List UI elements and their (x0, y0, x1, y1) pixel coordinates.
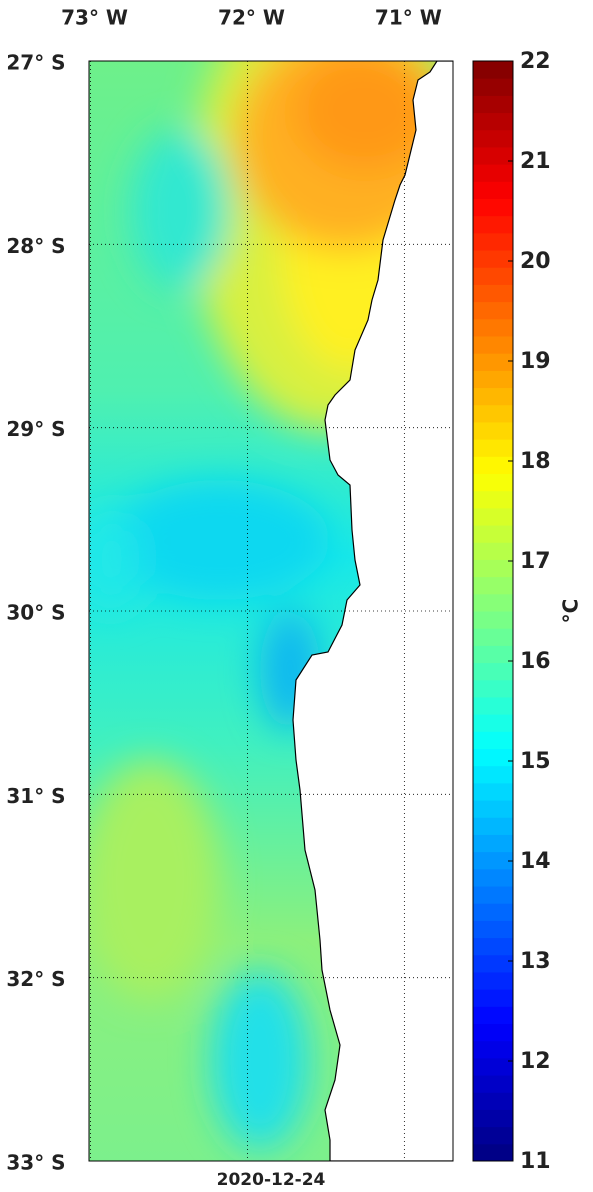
colorbar-step (473, 1006, 513, 1024)
colorbar-step (473, 336, 513, 354)
colorbar-step (473, 645, 513, 664)
colorbar-tick-label: 22 (520, 49, 551, 74)
colorbar-step (473, 920, 513, 939)
colorbar-step (473, 886, 513, 904)
colorbar-tick-label: 14 (520, 849, 551, 874)
colorbar-step (473, 456, 513, 474)
colorbar-tick-label: 20 (520, 249, 551, 274)
colorbar-step (473, 95, 513, 114)
colorbar-tick-label: 17 (520, 549, 551, 574)
colorbar-step (473, 628, 513, 646)
colorbar-step (473, 198, 513, 217)
colorbar-tick-label: 11 (520, 1149, 551, 1174)
lon-label: 72° W (218, 6, 285, 30)
colorbar-step (473, 679, 513, 698)
colorbar-step (473, 439, 513, 457)
colorbar-tick-label: 18 (520, 449, 551, 474)
colorbar-step (473, 696, 513, 715)
colorbar-step (473, 800, 513, 818)
colorbar-step (473, 817, 513, 835)
lat-label: 33° S (6, 1151, 65, 1175)
colorbar-step (473, 1126, 513, 1145)
lat-label: 30° S (6, 601, 65, 625)
colorbar-step (473, 1040, 513, 1059)
colorbar-step (473, 507, 513, 526)
colorbar-step (473, 353, 513, 371)
colorbar-step (473, 954, 513, 973)
colorbar-step (473, 1057, 513, 1076)
lat-label: 32° S (6, 967, 65, 991)
colorbar-tick-label: 13 (520, 949, 551, 974)
colorbar-step (473, 1143, 513, 1162)
colorbar-step (473, 748, 513, 767)
colorbar-step (473, 1109, 513, 1128)
colorbar-step (473, 181, 513, 199)
colorbar-step (473, 370, 513, 389)
colorbar-step (473, 765, 513, 784)
colorbar-step (473, 387, 513, 406)
colorbar-step (473, 267, 513, 285)
colorbar-tick-label: 16 (520, 649, 551, 674)
colorbar-step (473, 714, 513, 732)
colorbar-step (473, 971, 513, 990)
colorbar-step (473, 250, 513, 268)
lat-label: 31° S (6, 784, 65, 808)
colorbar-step (473, 232, 513, 251)
colorbar-step (473, 851, 513, 870)
colorbar-step (473, 404, 513, 423)
map-frame (88, 60, 454, 1162)
colorbar-step (473, 421, 513, 440)
colorbar-step (473, 989, 513, 1007)
lat-label: 27° S (6, 51, 65, 75)
lon-label: 73° W (61, 6, 128, 30)
colorbar-step (473, 473, 513, 492)
colorbar-step (473, 542, 513, 560)
colorbar-step (473, 937, 513, 956)
colorbar-step (473, 868, 513, 887)
colorbar-step (473, 61, 513, 79)
colorbar-step (473, 731, 513, 749)
colorbar-step (473, 1075, 513, 1093)
colorbar-step (473, 576, 513, 595)
colorbar-step (473, 129, 513, 148)
colorbar-unit: °C (559, 599, 583, 624)
colorbar-step (473, 834, 513, 853)
colorbar-step (473, 78, 513, 96)
colorbar-step (473, 559, 513, 578)
lat-label: 29° S (6, 417, 65, 441)
sst-field (89, 61, 453, 1161)
colorbar-step (473, 782, 513, 801)
colorbar-step (473, 1023, 513, 1042)
colorbar-step (473, 903, 513, 921)
colorbar-tick-label: 21 (520, 149, 551, 174)
colorbar-step (473, 318, 513, 337)
colorbar-tick-label: 19 (520, 349, 551, 374)
colorbar-tick-label: 12 (520, 1049, 551, 1074)
colorbar-step (473, 662, 513, 681)
colorbar-frame (472, 60, 514, 1162)
colorbar-tick-label: 15 (520, 749, 551, 774)
colorbar-step (473, 593, 513, 612)
colorbar-step (473, 164, 513, 182)
date-label: 2020-12-24 (217, 1170, 326, 1188)
colorbar-step (473, 1092, 513, 1110)
colorbar-step (473, 525, 513, 543)
colorbar-step (473, 215, 513, 234)
colorbar (473, 60, 513, 1162)
colorbar-step (473, 146, 513, 165)
lon-label: 71° W (375, 6, 442, 30)
colorbar-step (473, 301, 513, 320)
colorbar-step (473, 611, 513, 629)
colorbar-step (473, 284, 513, 303)
lat-label: 28° S (6, 234, 65, 258)
colorbar-step (473, 490, 513, 509)
colorbar-step (473, 112, 513, 131)
